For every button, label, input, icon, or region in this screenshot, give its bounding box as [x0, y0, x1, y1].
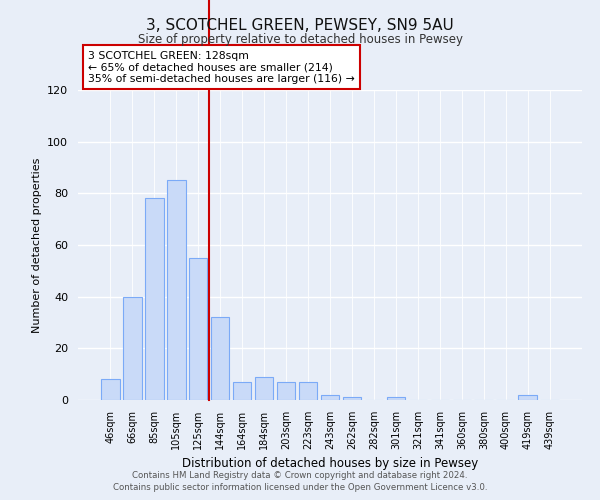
- Bar: [518, 395, 537, 400]
- Bar: [211, 318, 229, 400]
- Bar: [299, 382, 317, 400]
- Text: Size of property relative to detached houses in Pewsey: Size of property relative to detached ho…: [137, 32, 463, 46]
- Bar: [320, 395, 340, 400]
- Bar: [145, 198, 164, 400]
- Text: 3, SCOTCHEL GREEN, PEWSEY, SN9 5AU: 3, SCOTCHEL GREEN, PEWSEY, SN9 5AU: [146, 18, 454, 32]
- Bar: [386, 398, 405, 400]
- Bar: [255, 377, 274, 400]
- X-axis label: Distribution of detached houses by size in Pewsey: Distribution of detached houses by size …: [182, 458, 478, 470]
- Bar: [123, 296, 142, 400]
- Y-axis label: Number of detached properties: Number of detached properties: [32, 158, 41, 332]
- Bar: [167, 180, 185, 400]
- Bar: [277, 382, 295, 400]
- Text: Contains HM Land Registry data © Crown copyright and database right 2024.: Contains HM Land Registry data © Crown c…: [132, 471, 468, 480]
- Bar: [233, 382, 251, 400]
- Bar: [189, 258, 208, 400]
- Bar: [343, 398, 361, 400]
- Bar: [101, 380, 119, 400]
- Text: Contains public sector information licensed under the Open Government Licence v3: Contains public sector information licen…: [113, 484, 487, 492]
- Text: 3 SCOTCHEL GREEN: 128sqm
← 65% of detached houses are smaller (214)
35% of semi-: 3 SCOTCHEL GREEN: 128sqm ← 65% of detach…: [88, 50, 355, 84]
